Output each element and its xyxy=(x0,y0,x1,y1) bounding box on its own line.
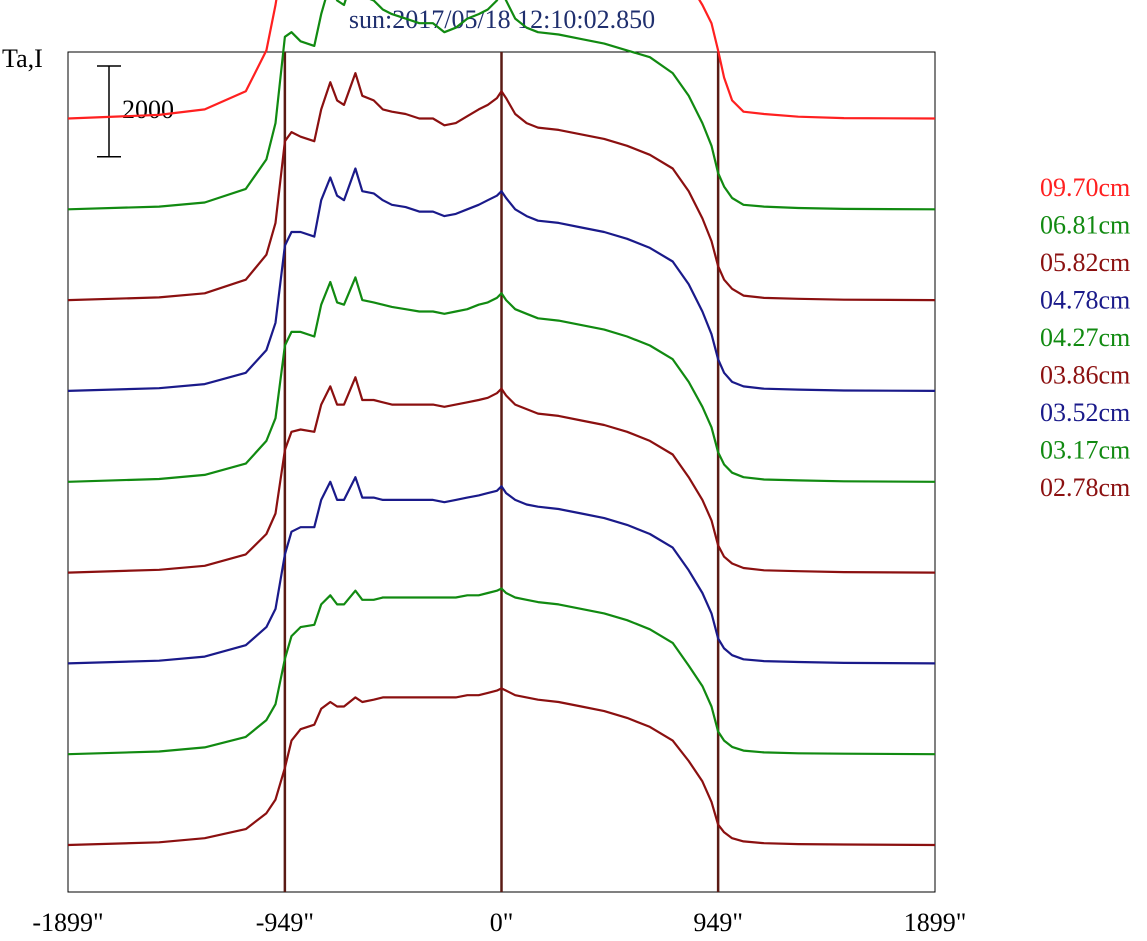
chart-title: sun:2017/05/18 12:10:02.850 xyxy=(349,5,655,34)
legend-entry: 04.27cm xyxy=(1040,323,1130,352)
legend-entry: 03.86cm xyxy=(1040,361,1130,390)
y-axis-label: Ta,I xyxy=(2,44,43,73)
scale-bar-label: 2000 xyxy=(122,95,174,124)
series-line-05.82cm xyxy=(67,71,936,302)
x-tick-label: -949" xyxy=(256,908,314,937)
series-line-04.78cm xyxy=(67,167,936,392)
series-line-04.27cm xyxy=(67,276,936,483)
legend-entry: 03.17cm xyxy=(1040,436,1130,465)
series-line-06.81cm xyxy=(67,0,936,211)
series-line-02.78cm xyxy=(67,687,936,847)
x-tick-label: 949" xyxy=(693,908,743,937)
x-tick-label: -1899" xyxy=(32,908,103,937)
series-curves xyxy=(67,0,936,847)
legend-entry: 04.78cm xyxy=(1040,286,1130,315)
scale-bar: 2000 xyxy=(97,65,174,158)
series-line-03.52cm xyxy=(67,476,936,665)
legend-entry: 06.81cm xyxy=(1040,211,1130,240)
legend-entry: 05.82cm xyxy=(1040,248,1130,277)
reference-lines xyxy=(283,52,720,892)
x-tick-label: 0" xyxy=(490,908,514,937)
legend-entry: 09.70cm xyxy=(1040,173,1130,202)
series-line-09.70cm xyxy=(67,0,936,120)
legend: 09.70cm 06.81cm 05.82cm 04.78cm 04.27cm 03.86… xyxy=(1040,173,1130,502)
legend-entry: 02.78cm xyxy=(1040,473,1130,502)
x-tick-labels: -1899" -949" 0" 949" 1899" xyxy=(32,908,966,937)
series-line-03.86cm xyxy=(67,376,936,574)
series-line-03.17cm xyxy=(67,587,936,756)
legend-entry: 03.52cm xyxy=(1040,398,1130,427)
x-tick-label: 1899" xyxy=(904,908,967,937)
